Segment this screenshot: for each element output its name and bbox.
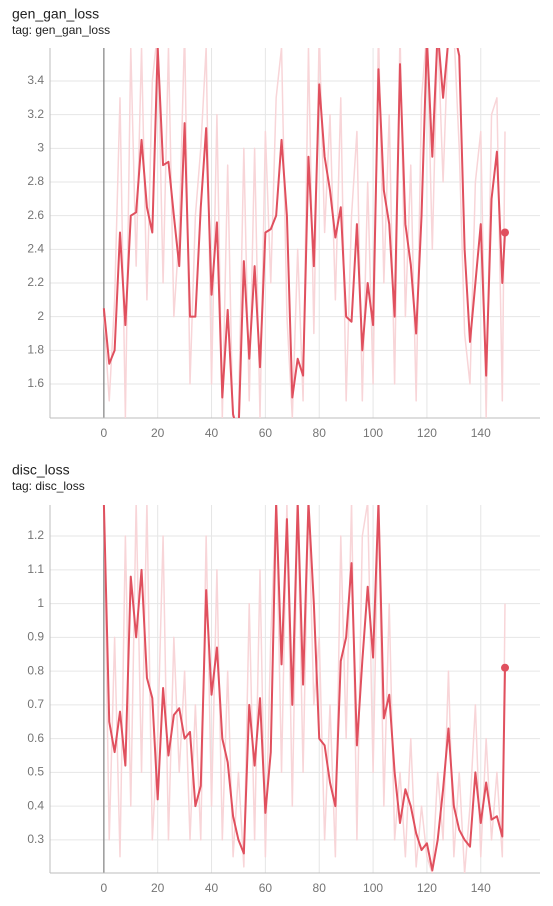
plot <box>102 505 509 873</box>
y-tick-label: 2.2 <box>27 275 44 289</box>
x-tick-label: 140 <box>471 426 491 440</box>
y-tick-label: 2.8 <box>27 174 44 188</box>
last-point <box>501 228 509 237</box>
y-tick-label: 2.6 <box>27 208 44 222</box>
x-tick-label: 140 <box>471 881 491 895</box>
y-tick-label: 0.4 <box>27 798 44 812</box>
y-tick-label: 0.8 <box>27 663 44 677</box>
plot <box>102 48 509 418</box>
y-tick-label: 0.3 <box>27 832 44 846</box>
chart-subtitle: tag: gen_gan_loss <box>12 23 110 37</box>
x-tick-label: 80 <box>313 426 327 440</box>
x-tick-label: 20 <box>151 426 165 440</box>
y-tick-label: 3.2 <box>27 107 44 121</box>
chart-subtitle: tag: disc_loss <box>12 479 85 493</box>
series-line <box>102 505 506 872</box>
y-tick-label: 2 <box>37 309 44 323</box>
x-tick-label: 60 <box>259 881 273 895</box>
x-tick-label: 60 <box>259 426 273 440</box>
y-tick-label: 2.4 <box>27 242 44 256</box>
y-tick-label: 1.1 <box>27 562 44 576</box>
chart-title: disc_loss <box>12 462 70 478</box>
x-tick-label: 40 <box>205 426 219 440</box>
x-tick-label: 100 <box>363 881 383 895</box>
y-tick-label: 3 <box>37 140 44 154</box>
x-tick-label: 120 <box>417 881 437 895</box>
x-tick-label: 120 <box>417 426 437 440</box>
y-tick-label: 0.6 <box>27 731 44 745</box>
y-tick-label: 0.7 <box>27 697 44 711</box>
y-tick-label: 1.6 <box>27 376 44 390</box>
x-tick-label: 40 <box>205 881 219 895</box>
series-line <box>102 48 506 418</box>
y-tick-label: 0.5 <box>27 765 44 779</box>
x-tick-label: 0 <box>101 426 108 440</box>
series-line <box>103 48 506 418</box>
y-tick-label: 0.9 <box>27 630 44 644</box>
y-tick-label: 1.8 <box>27 343 44 357</box>
x-tick-label: 80 <box>313 881 327 895</box>
x-tick-label: 0 <box>101 881 108 895</box>
x-tick-label: 20 <box>151 881 165 895</box>
x-tick-label: 100 <box>363 426 383 440</box>
y-tick-label: 1.2 <box>27 528 44 542</box>
chart-title: gen_gan_loss <box>12 6 99 22</box>
y-tick-label: 1 <box>37 596 44 610</box>
y-tick-label: 3.4 <box>27 73 44 87</box>
last-point <box>501 663 509 672</box>
